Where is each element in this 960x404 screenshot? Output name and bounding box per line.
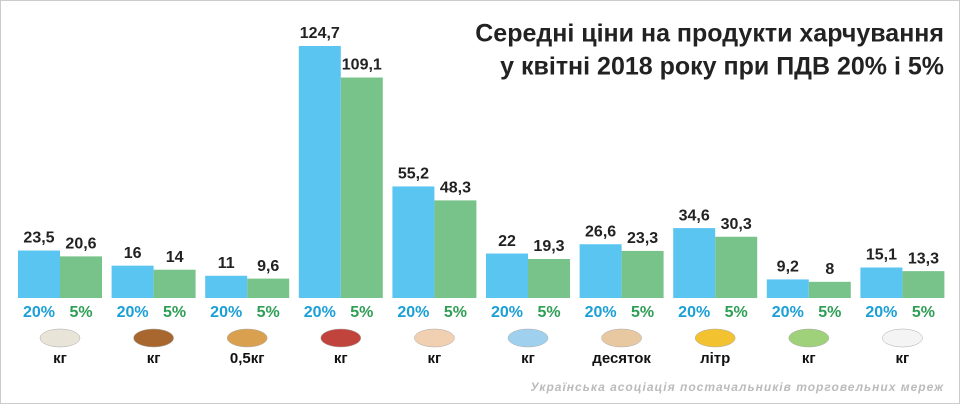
value-label: 11: [218, 255, 235, 272]
series-label: 5%: [725, 304, 748, 321]
value-label: 109,1: [342, 57, 382, 74]
bar: [860, 267, 903, 298]
series-label: 20%: [491, 304, 523, 321]
series-label: 5%: [537, 304, 560, 321]
series-label: 5%: [818, 304, 841, 321]
value-label: 55,2: [398, 166, 429, 183]
source: Українська асоціація постачальників торг…: [531, 380, 945, 394]
bar: [902, 271, 945, 298]
product-icon: [414, 328, 455, 348]
bar: [621, 250, 664, 298]
product-icon: [39, 328, 81, 348]
bar: [808, 281, 851, 298]
value-label: 20,6: [65, 236, 96, 253]
unit-label: кг: [802, 350, 816, 367]
value-label: 14: [166, 249, 184, 266]
unit-label: кг: [147, 350, 161, 367]
series-label: 20%: [772, 304, 804, 321]
product-icon: [133, 328, 174, 348]
series-label: 20%: [23, 304, 55, 321]
bar: [205, 275, 248, 298]
product-icon: [788, 328, 830, 348]
value-label: 26,6: [585, 223, 616, 240]
value-label: 23,5: [23, 230, 54, 247]
bar: [486, 253, 528, 298]
value-label: 124,7: [300, 25, 340, 42]
product-icon: [601, 328, 642, 348]
series-label: 5%: [257, 304, 280, 321]
unit-label: кг: [521, 350, 535, 367]
value-label: 22: [498, 233, 516, 250]
unit-label: десяток: [592, 350, 651, 367]
chart-title: Середні ціни на продукти харчування: [475, 20, 944, 48]
series-label: 5%: [163, 304, 186, 321]
bar: [392, 186, 435, 298]
unit-label: 0,5кг: [230, 350, 265, 367]
unit-label: кг: [428, 350, 442, 367]
value-label: 16: [124, 245, 142, 262]
series-label: 20%: [865, 304, 897, 321]
series-label: 20%: [397, 304, 429, 321]
bar: [298, 46, 341, 298]
bar: [60, 256, 102, 298]
value-label: 23,3: [627, 230, 658, 247]
value-label: 34,6: [679, 207, 710, 224]
series-label: 5%: [912, 304, 935, 321]
product-icon: [226, 328, 268, 348]
bar: [153, 269, 196, 298]
series-label: 5%: [69, 304, 92, 321]
series-label: 5%: [444, 304, 467, 321]
series-label: 5%: [631, 304, 654, 321]
product-icon: [694, 328, 736, 348]
value-label: 9,2: [777, 259, 799, 276]
value-label: 8: [825, 261, 834, 278]
bar: [673, 228, 716, 298]
unit-label: кг: [334, 350, 348, 367]
unit-label: літр: [700, 350, 730, 367]
product-icon: [507, 328, 549, 348]
chart-subtitle: у квітні 2018 року при ПДВ 20% і 5%: [500, 53, 944, 81]
bar: [579, 244, 622, 298]
value-label: 48,3: [440, 180, 471, 197]
product-icon: [882, 328, 923, 348]
series-label: 20%: [585, 304, 617, 321]
bar: [434, 200, 477, 298]
bar: [340, 77, 383, 298]
value-label: 30,3: [721, 216, 752, 233]
value-label: 9,6: [257, 258, 279, 275]
product-icon: [320, 328, 362, 348]
series-label: 20%: [678, 304, 710, 321]
bar: [111, 265, 154, 298]
bar: [766, 279, 809, 298]
value-label: 15,1: [866, 247, 897, 264]
bar: [247, 278, 290, 298]
series-label: 20%: [210, 304, 242, 321]
unit-label: кг: [896, 350, 910, 367]
series-label: 20%: [117, 304, 149, 321]
bar: [715, 236, 758, 298]
value-label: 13,3: [908, 250, 939, 267]
value-label: 19,3: [533, 238, 564, 255]
bar: [18, 250, 60, 298]
unit-label: кг: [53, 350, 67, 367]
series-label: 5%: [350, 304, 373, 321]
bar: [528, 258, 570, 298]
series-label: 20%: [304, 304, 336, 321]
